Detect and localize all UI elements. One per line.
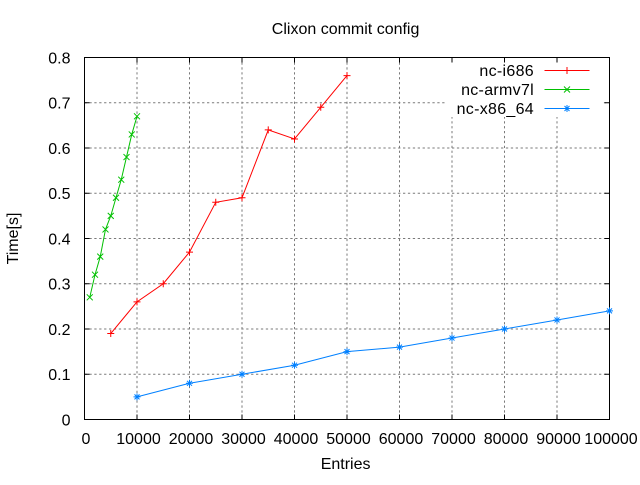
svg-text:0.1: 0.1 — [48, 367, 70, 384]
svg-text:0: 0 — [62, 412, 71, 429]
svg-text:nc-armv7l: nc-armv7l — [461, 82, 534, 99]
svg-text:70000: 70000 — [431, 431, 476, 448]
svg-text:10000: 10000 — [116, 431, 161, 448]
svg-text:30000: 30000 — [221, 431, 266, 448]
svg-text:90000: 90000 — [536, 431, 581, 448]
svg-text:50000: 50000 — [326, 431, 371, 448]
svg-text:Time[s]: Time[s] — [5, 213, 22, 265]
svg-text:0.4: 0.4 — [48, 231, 70, 248]
svg-text:0.3: 0.3 — [48, 277, 70, 294]
svg-text:100000: 100000 — [584, 431, 637, 448]
svg-text:60000: 60000 — [379, 431, 424, 448]
svg-text:nc-i686: nc-i686 — [479, 63, 534, 80]
svg-text:0.5: 0.5 — [48, 186, 70, 203]
svg-text:80000: 80000 — [484, 431, 529, 448]
svg-text:Entries: Entries — [321, 456, 371, 473]
svg-text:20000: 20000 — [169, 431, 214, 448]
svg-text:0.8: 0.8 — [48, 50, 70, 67]
svg-text:0: 0 — [82, 431, 91, 448]
svg-text:nc-x86_64: nc-x86_64 — [457, 101, 534, 118]
svg-text:0.2: 0.2 — [48, 322, 70, 339]
svg-text:Clixon commit config: Clixon commit config — [272, 21, 420, 38]
svg-text:0.7: 0.7 — [48, 96, 70, 113]
svg-text:0.6: 0.6 — [48, 141, 70, 158]
svg-text:40000: 40000 — [274, 431, 319, 448]
